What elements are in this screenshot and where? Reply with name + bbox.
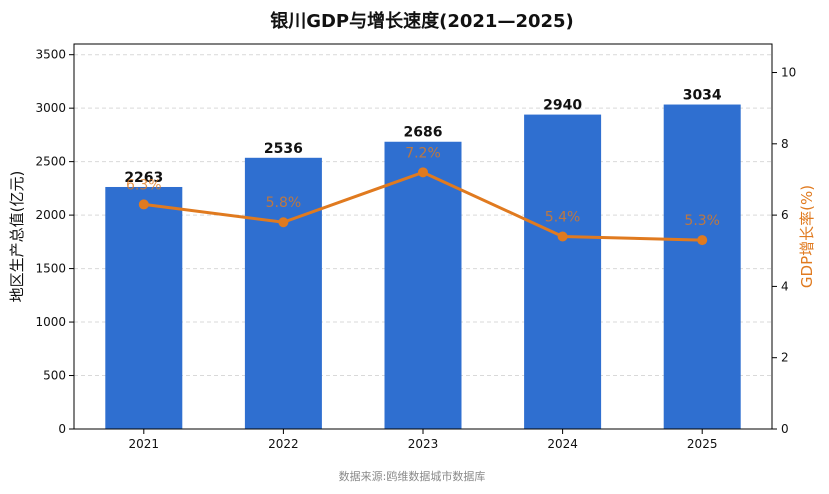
right-tick-label: 6 — [781, 208, 789, 222]
bar-value-label: 3034 — [683, 88, 722, 104]
line-point — [418, 167, 428, 178]
x-tick-label: 2023 — [408, 437, 439, 451]
bar — [524, 114, 602, 429]
y-axis-label-right: GDP增长率(%) — [798, 185, 816, 288]
x-tick-label: 2025 — [687, 437, 718, 451]
right-tick-label: 0 — [781, 422, 789, 436]
left-tick-label: 3500 — [35, 48, 66, 62]
right-tick-label: 2 — [781, 351, 789, 365]
bar-value-label: 2686 — [404, 125, 443, 141]
left-tick-label: 1000 — [35, 315, 66, 329]
right-tick-label: 10 — [781, 66, 796, 80]
bar-value-label: 2940 — [543, 98, 582, 114]
y-axis-label-left: 地区生产总值(亿元) — [8, 171, 26, 303]
bar-value-labels: 2263 2536 2686 2940 3034 — [124, 88, 722, 186]
line-value-labels: 6.3% 5.8% 7.2% 5.4% 5.3% — [126, 145, 720, 229]
bar-value-label: 2263 — [124, 170, 163, 186]
line-value-label: 5.3% — [684, 213, 720, 229]
x-axis-ticks: 2021 2022 2023 2024 2025 — [129, 429, 718, 451]
x-tick-label: 2022 — [268, 437, 299, 451]
line-value-label: 6.3% — [126, 177, 162, 193]
line-point — [697, 235, 708, 246]
line-value-label: 5.4% — [545, 210, 581, 226]
left-tick-label: 0 — [58, 422, 66, 436]
growth-line — [138, 167, 708, 246]
x-tick-label: 2024 — [547, 437, 578, 451]
line-value-label: 5.8% — [266, 195, 302, 211]
x-tick-label: 2021 — [129, 437, 160, 451]
left-axis-ticks: 0 500 1000 1500 2000 2500 3000 3500 — [35, 48, 74, 436]
line-point — [138, 199, 149, 210]
bars — [105, 104, 741, 430]
left-tick-label: 500 — [43, 369, 66, 383]
bar — [244, 157, 322, 430]
data-source-note: 数据来源:鸥维数据城市数据库 — [339, 469, 486, 483]
right-tick-label: 8 — [781, 137, 789, 151]
line-point — [278, 217, 289, 228]
line-point — [557, 231, 568, 242]
left-tick-label: 2500 — [35, 155, 66, 169]
left-tick-label: 2000 — [35, 208, 66, 222]
grid-lines — [74, 54, 772, 377]
left-tick-label: 1500 — [35, 262, 66, 276]
left-tick-label: 3000 — [35, 101, 66, 115]
bar — [384, 141, 462, 429]
bar — [105, 186, 183, 429]
bar — [663, 104, 741, 430]
right-axis-ticks: 0 2 4 6 8 10 — [772, 66, 796, 436]
line-value-label: 7.2% — [405, 145, 441, 161]
chart-title: 银川GDP与增长速度(2021—2025) — [270, 10, 574, 32]
right-tick-label: 4 — [781, 279, 789, 293]
bar-value-label: 2536 — [264, 141, 303, 157]
